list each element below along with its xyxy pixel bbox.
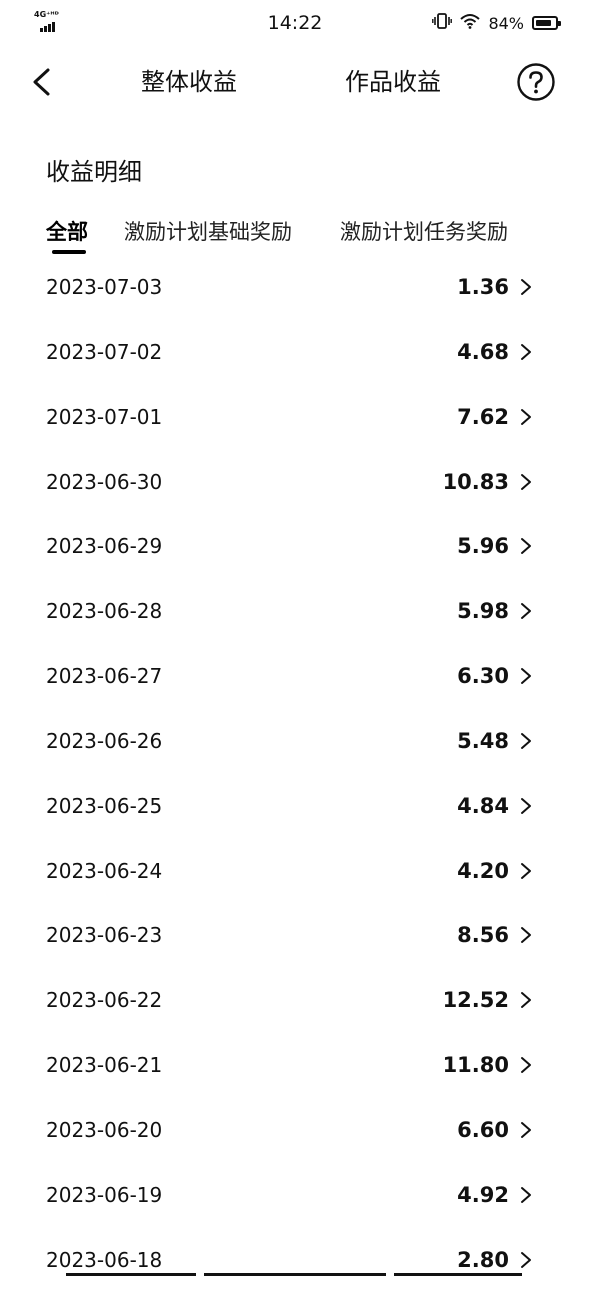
earnings-row[interactable]: 2023-06-22 12.52	[0, 968, 590, 1033]
earnings-list: 2023-07-03 1.36 2023-07-02 4.68 2023-07-01 7.…	[0, 255, 590, 1293]
chevron-right-icon	[519, 1055, 533, 1075]
chevron-right-icon	[519, 925, 533, 945]
filter-tab-task-reward[interactable]: 激励计划任务奖励	[340, 220, 508, 244]
bottom-scroll-edge	[0, 1273, 590, 1277]
earnings-date: 2023-06-30	[46, 469, 163, 494]
earnings-amount: 1.36	[457, 275, 509, 299]
chevron-right-icon	[519, 601, 533, 621]
wifi-icon	[460, 13, 481, 33]
chevron-right-icon	[519, 342, 533, 362]
earnings-date: 2023-07-03	[46, 275, 163, 299]
earnings-date: 2023-06-20	[46, 1117, 163, 1142]
earnings-amount: 4.92	[457, 1182, 509, 1207]
earnings-amount: 5.48	[457, 728, 509, 753]
earnings-row[interactable]: 2023-06-29 5.96	[0, 514, 590, 579]
filter-tabs: 全部 激励计划基础奖励 激励计划任务奖励	[46, 214, 576, 258]
earnings-row[interactable]: 2023-06-21 11.80	[0, 1033, 590, 1098]
earnings-amount: 11.80	[442, 1053, 509, 1078]
earnings-date: 2023-07-01	[46, 404, 163, 429]
filter-tab-basic-reward[interactable]: 激励计划基础奖励	[124, 220, 292, 244]
earnings-date: 2023-06-19	[46, 1182, 163, 1207]
chevron-right-icon	[519, 861, 533, 881]
earnings-row[interactable]: 2023-06-20 6.60	[0, 1098, 590, 1163]
chevron-right-icon	[519, 1185, 533, 1205]
header: 整体收益 作品收益	[0, 56, 590, 108]
earnings-row[interactable]: 2023-06-28 5.98	[0, 579, 590, 644]
chevron-right-icon	[519, 472, 533, 492]
network-indicator: 4G⁺ᴴᴰ	[34, 10, 74, 34]
filter-tab-all[interactable]: 全部	[46, 220, 88, 244]
tab-overall-earnings[interactable]: 整体收益	[141, 68, 237, 96]
earnings-row[interactable]: 2023-06-27 6.30	[0, 644, 590, 709]
earnings-row[interactable]: 2023-06-23 8.56	[0, 903, 590, 968]
status-time: 14:22	[267, 12, 323, 34]
earnings-amount: 7.62	[457, 404, 509, 429]
vibrate-icon	[432, 12, 453, 34]
chevron-right-icon	[519, 666, 533, 686]
earnings-date: 2023-06-18	[46, 1247, 163, 1272]
earnings-amount: 4.20	[457, 858, 509, 883]
earnings-row[interactable]: 2023-06-19 4.92	[0, 1163, 590, 1228]
earnings-row[interactable]: 2023-06-30 10.83	[0, 450, 590, 515]
earnings-amount: 6.30	[457, 664, 509, 689]
earnings-amount: 12.52	[442, 988, 509, 1013]
section-title: 收益明细	[46, 158, 142, 186]
earnings-date: 2023-06-22	[46, 988, 163, 1013]
chevron-right-icon	[519, 536, 533, 556]
earnings-row[interactable]: 2023-06-24 4.20	[0, 839, 590, 904]
signal-icon	[40, 22, 55, 32]
question-circle-icon	[517, 63, 555, 101]
earnings-date: 2023-07-02	[46, 339, 163, 364]
earnings-date: 2023-06-21	[46, 1053, 163, 1078]
earnings-amount: 5.96	[457, 534, 509, 559]
chevron-right-icon	[519, 277, 533, 297]
chevron-right-icon	[519, 1120, 533, 1140]
earnings-row[interactable]: 2023-07-01 7.62	[0, 385, 590, 450]
chevron-right-icon	[519, 796, 533, 816]
chevron-right-icon	[519, 407, 533, 427]
status-right: 84%	[432, 12, 561, 34]
earnings-amount: 4.84	[457, 793, 509, 818]
battery-percent: 84%	[488, 13, 524, 33]
earnings-row[interactable]: 2023-07-03 1.36	[0, 255, 590, 320]
network-label: 4G⁺ᴴᴰ	[34, 10, 59, 19]
status-bar: 4G⁺ᴴᴰ 14:22 84%	[0, 0, 590, 44]
earnings-row[interactable]: 2023-07-02 4.68	[0, 320, 590, 385]
earnings-row[interactable]: 2023-06-26 5.48	[0, 709, 590, 774]
chevron-right-icon	[519, 731, 533, 751]
back-button[interactable]	[22, 62, 62, 102]
earnings-amount: 8.56	[457, 923, 509, 948]
earnings-amount: 10.83	[442, 469, 509, 494]
earnings-date: 2023-06-23	[46, 923, 163, 948]
earnings-date: 2023-06-26	[46, 728, 163, 753]
battery-fill	[536, 20, 552, 26]
earnings-amount: 2.80	[457, 1247, 509, 1272]
chevron-right-icon	[519, 990, 533, 1010]
chevron-left-icon	[33, 68, 50, 96]
help-button[interactable]	[516, 62, 556, 102]
earnings-date: 2023-06-29	[46, 534, 163, 559]
chevron-right-icon	[519, 1250, 533, 1270]
earnings-amount: 5.98	[457, 599, 509, 624]
earnings-date: 2023-06-25	[46, 793, 163, 818]
earnings-date: 2023-06-24	[46, 858, 163, 883]
earnings-amount: 4.68	[457, 339, 509, 364]
tab-works-earnings[interactable]: 作品收益	[345, 68, 441, 96]
earnings-date: 2023-06-28	[46, 599, 163, 624]
battery-icon	[532, 16, 561, 30]
earnings-amount: 6.60	[457, 1117, 509, 1142]
earnings-row[interactable]: 2023-06-25 4.84	[0, 774, 590, 839]
earnings-date: 2023-06-27	[46, 664, 163, 689]
earnings-row[interactable]: 2023-06-18 2.80	[0, 1228, 590, 1293]
active-tab-indicator	[52, 250, 86, 254]
